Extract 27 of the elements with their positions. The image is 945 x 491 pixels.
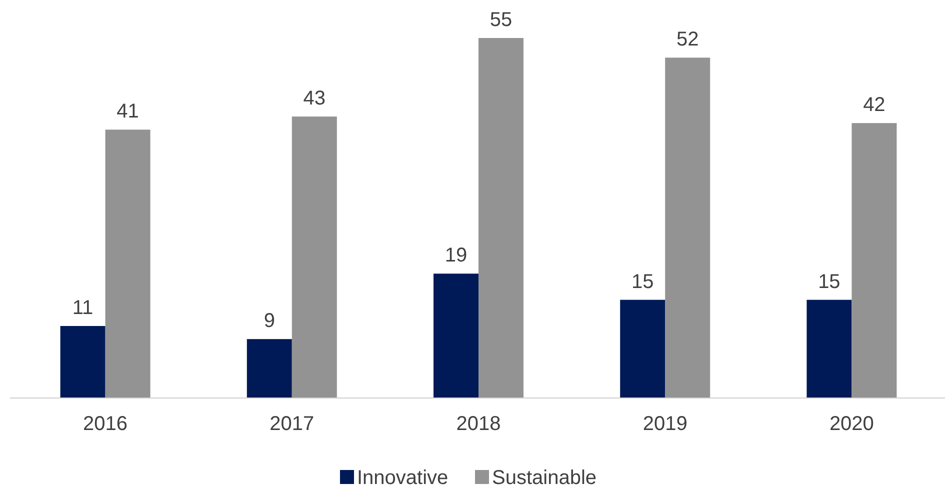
x-tick-label: 2018 bbox=[456, 413, 501, 435]
data-label: 55 bbox=[490, 9, 512, 31]
bar bbox=[292, 116, 337, 398]
x-tick-label: 2020 bbox=[829, 413, 874, 435]
data-label: 9 bbox=[264, 310, 275, 332]
bar bbox=[852, 123, 897, 398]
bar bbox=[60, 326, 106, 398]
data-label: 52 bbox=[676, 28, 699, 51]
data-label: 41 bbox=[116, 100, 139, 123]
data-label: 15 bbox=[818, 270, 840, 293]
bar bbox=[434, 274, 478, 398]
bar bbox=[246, 339, 292, 398]
bar bbox=[806, 300, 852, 398]
bar bbox=[105, 130, 150, 398]
data-label: 42 bbox=[863, 94, 886, 116]
x-tick-label: 2017 bbox=[270, 413, 314, 435]
x-tick-label: 2016 bbox=[83, 413, 128, 435]
legend-label: Sustainable bbox=[492, 467, 597, 489]
legend-label: Innovative bbox=[357, 467, 448, 489]
bar bbox=[478, 38, 524, 398]
data-label: 19 bbox=[444, 244, 468, 267]
data-label: 15 bbox=[631, 270, 654, 293]
x-tick-label: 2019 bbox=[642, 413, 688, 435]
bar bbox=[665, 58, 710, 398]
bar bbox=[620, 300, 666, 398]
data-label: 43 bbox=[303, 88, 326, 110]
data-label: 11 bbox=[72, 297, 94, 319]
